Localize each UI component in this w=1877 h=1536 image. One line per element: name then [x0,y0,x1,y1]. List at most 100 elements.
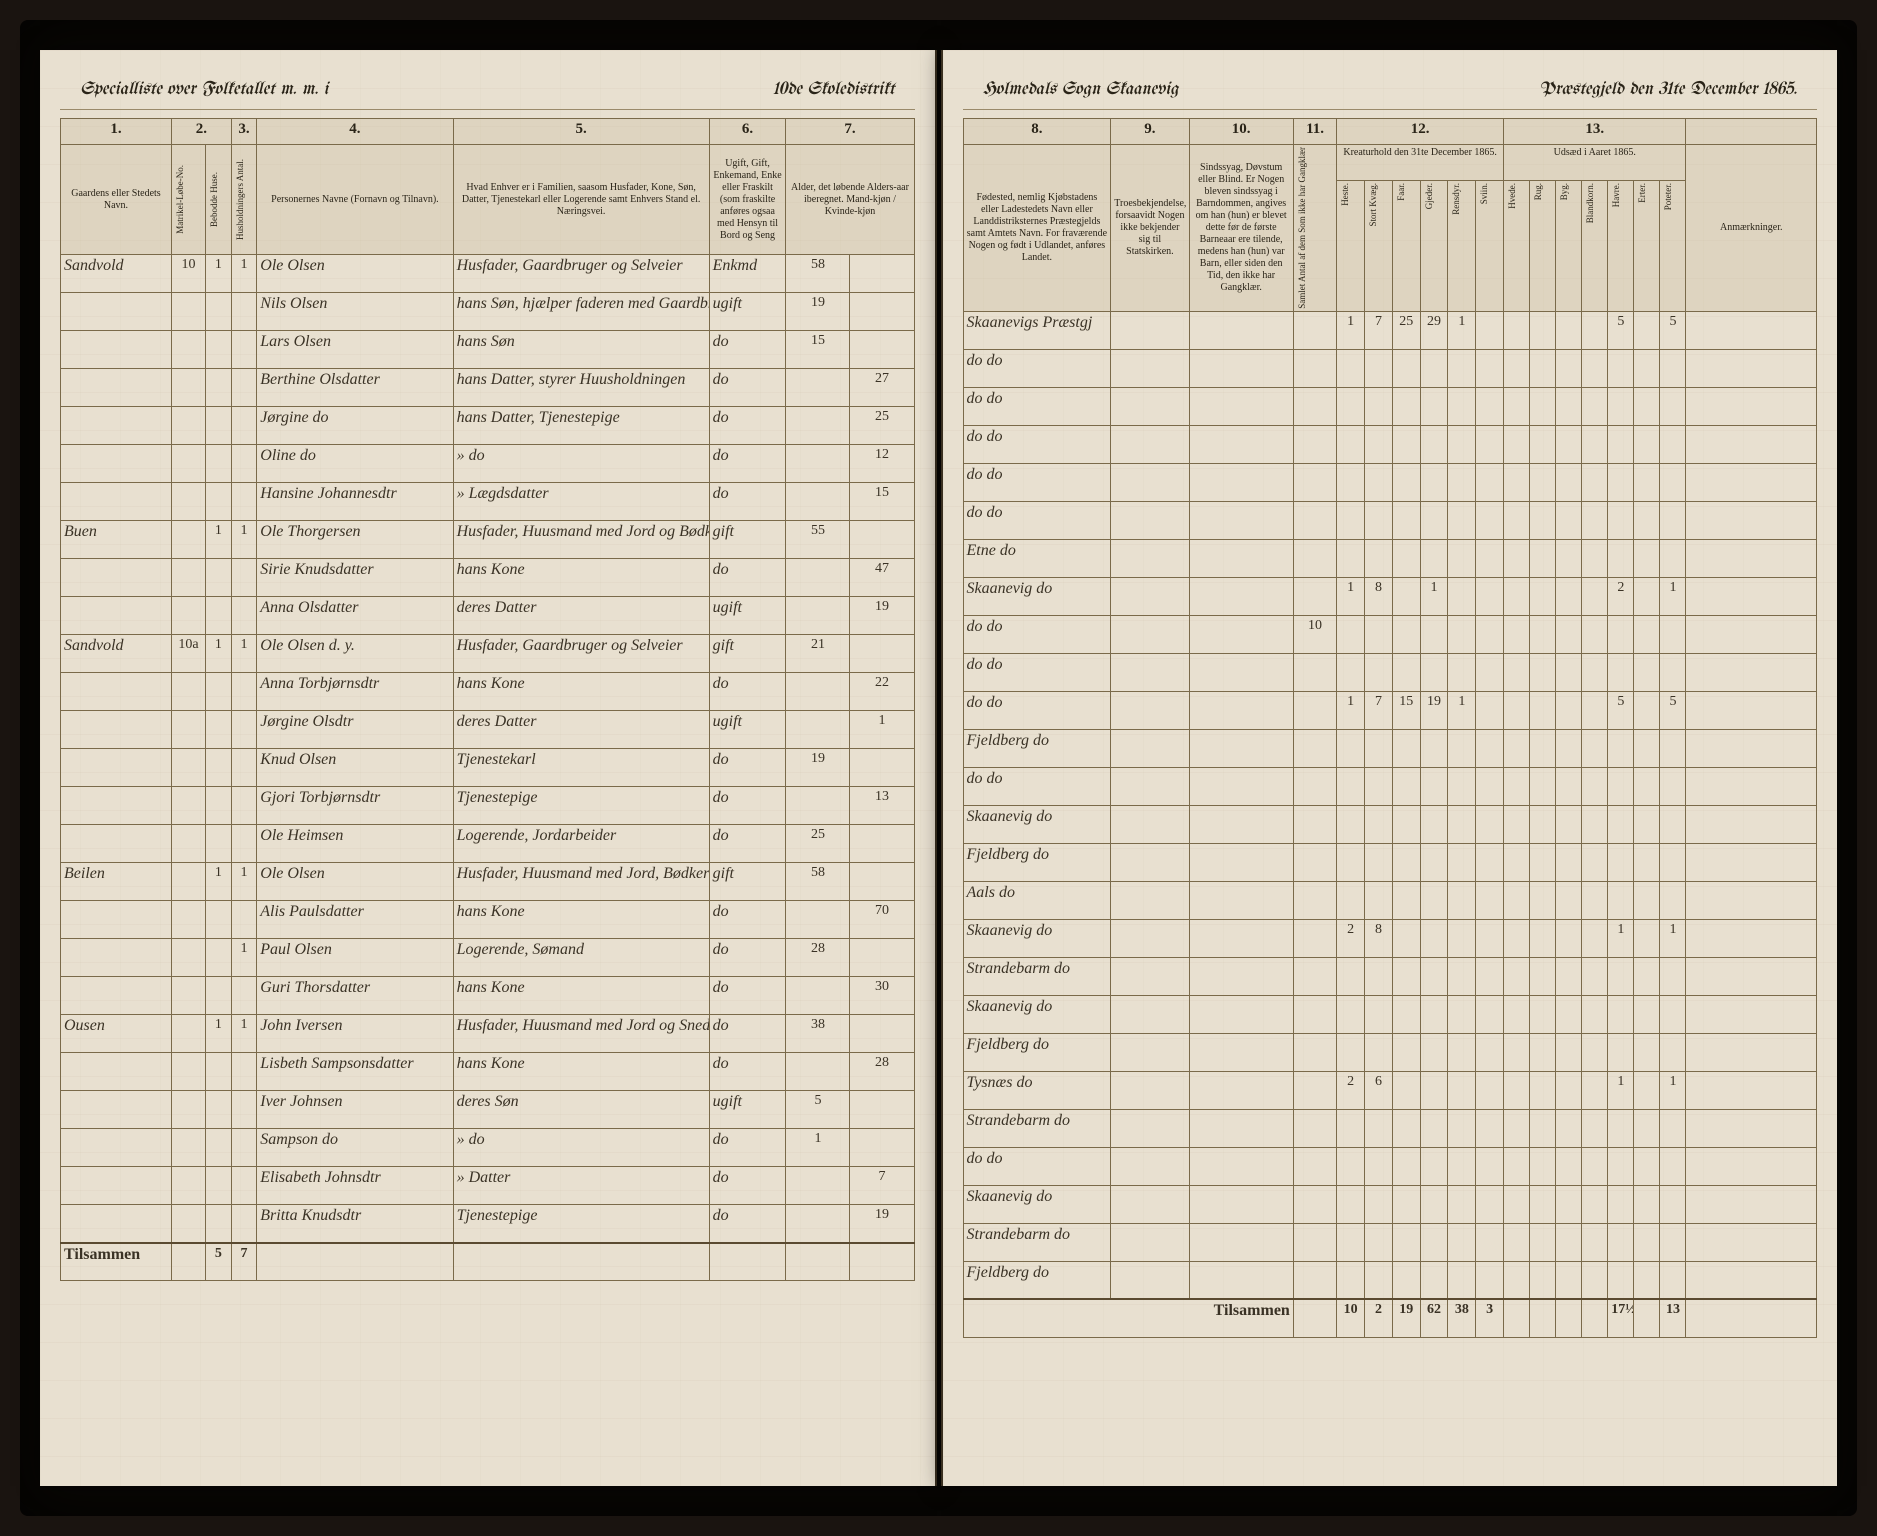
cell-c13-1 [1530,539,1556,577]
cell-familie: » Lægdsdatter [453,483,709,521]
cell-11 [1293,1109,1336,1147]
cell-matrikel [171,749,205,787]
cell-c12-4: 1 [1448,311,1476,349]
footer-label-right: Tilsammen [963,1299,1293,1337]
cell-familie: hans Kone [453,559,709,597]
cell-c12-4 [1448,577,1476,615]
cell-c12-2 [1392,1109,1420,1147]
colnum-2: 2. [171,119,231,145]
cell-c12-5 [1476,881,1504,919]
cell-c12-0 [1337,425,1365,463]
cell-hus: 1 [206,635,232,673]
cell-familie: Husfader, Huusmand med Jord og Bødker [453,521,709,559]
cell-hh: 1 [231,939,257,977]
cell-c13-5 [1634,843,1660,881]
cell-c12-5 [1476,387,1504,425]
cell-c13-0 [1504,729,1530,767]
cell-c12-2 [1392,881,1420,919]
cell-c12-3 [1420,805,1448,843]
cell-c12-0 [1337,1033,1365,1071]
cell-fodested: Strandebarm do [963,1109,1111,1147]
cell-c12-2 [1392,653,1420,691]
cell-c12-5 [1476,1223,1504,1261]
footer-hh: 7 [231,1243,257,1281]
cell-11 [1293,577,1336,615]
header-title-left: Specialliste over Folketallet m. m. i [80,80,328,99]
cell-11 [1293,501,1336,539]
cell-c12-2 [1392,425,1420,463]
cell-troes [1111,615,1189,653]
cell-c12-3 [1420,463,1448,501]
cell-c13-4 [1608,881,1634,919]
cell-sinds [1189,615,1293,653]
cell-c12-0 [1337,349,1365,387]
colhead-stand: Ugift, Gift, Enkemand, Enke eller Fraski… [709,145,786,255]
cell-fodested: do do [963,425,1111,463]
cell-c13-1 [1530,501,1556,539]
cell-11 [1293,995,1336,1033]
cell-fodested: do do [963,463,1111,501]
sub13-1: Rug. [1530,181,1556,311]
cell-troes [1111,1223,1189,1261]
cell-c13-5 [1634,463,1660,501]
table-row: do do [963,653,1817,691]
cell-c13-3 [1582,1109,1608,1147]
cell-c13-6 [1660,957,1686,995]
cell-c13-2 [1556,843,1582,881]
cell-sinds [1189,1109,1293,1147]
table-row: Lisbeth Sampsonsdatterhans Konedo28 [61,1053,915,1091]
cell-c12-0: 2 [1337,919,1365,957]
cell-c12-3 [1420,1033,1448,1071]
cell-c13-3 [1582,425,1608,463]
cell-hh [231,445,257,483]
cell-sinds [1189,425,1293,463]
table-row: Strandebarm do [963,957,1817,995]
cell-c12-5 [1476,1109,1504,1147]
cell-gaard [61,559,172,597]
header-district: 10de Skoledistrikt [773,80,895,99]
cell-c13-6 [1660,843,1686,881]
cell-matrikel: 10a [171,635,205,673]
cell-kk [850,1091,914,1129]
cell-hus [206,901,232,939]
cell-c13-3 [1582,349,1608,387]
cell-navn: Iver Johnsen [257,1091,453,1129]
cell-c13-4: 1 [1608,1071,1634,1109]
cell-c12-2 [1392,577,1420,615]
right-table: 8. 9. 10. 11. 12. 13. Fødested, nemlig K… [963,118,1818,1338]
cell-c13-2 [1556,919,1582,957]
cell-navn: Sampson do [257,1129,453,1167]
cell-c12-3 [1420,349,1448,387]
cell-c12-1: 7 [1365,691,1393,729]
cell-familie: » Datter [453,1167,709,1205]
fc13-6: 13 [1660,1299,1686,1337]
cell-navn: Hansine Johannesdtr [257,483,453,521]
table-row: Etne do [963,539,1817,577]
cell-c13-5 [1634,995,1660,1033]
cell-stand: do [709,1167,786,1205]
cell-c12-0 [1337,881,1365,919]
cell-navn: Ole Olsen [257,863,453,901]
cell-gaard: Sandvold [61,255,172,293]
cell-mk [786,483,850,521]
header-parish: Holmedals Sogn Skaanevig [983,80,1179,99]
cell-c12-3 [1420,729,1448,767]
cell-anm [1686,995,1817,1033]
table-row: Jørgine Olsdtrderes Datterugift1 [61,711,915,749]
cell-c13-6 [1660,1223,1686,1261]
cell-fodested: Skaanevig do [963,919,1111,957]
cell-c12-2 [1392,1185,1420,1223]
cell-mk [786,711,850,749]
cell-c12-5 [1476,1033,1504,1071]
cell-kk: 1 [850,711,914,749]
cell-sinds [1189,881,1293,919]
cell-c13-6 [1660,1033,1686,1071]
cell-troes [1111,387,1189,425]
cell-c12-0 [1337,1147,1365,1185]
cell-c13-1 [1530,805,1556,843]
cell-c13-6: 1 [1660,1071,1686,1109]
cell-navn: Ole Heimsen [257,825,453,863]
cell-c12-2 [1392,767,1420,805]
cell-c13-3 [1582,311,1608,349]
cell-mk: 25 [786,825,850,863]
